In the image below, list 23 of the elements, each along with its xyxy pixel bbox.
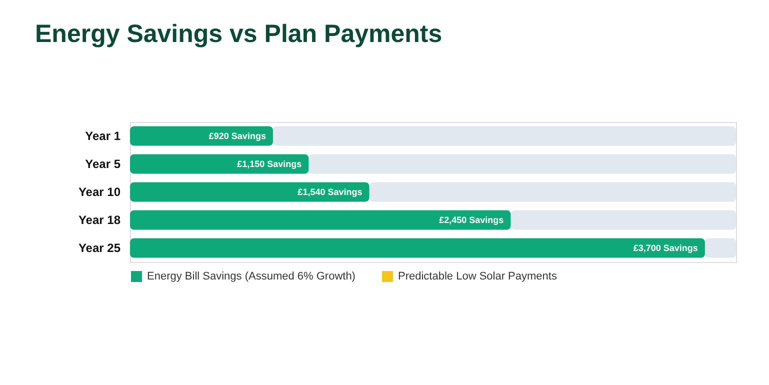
bar — [130, 182, 370, 202]
y-tick-label: Year 25 — [78, 241, 121, 255]
bar — [130, 210, 511, 230]
y-tick-label: Year 1 — [85, 129, 121, 143]
bar — [272, 126, 736, 146]
data-label: £1,540 Savings — [298, 187, 362, 197]
data-label: £2,450 Savings — [439, 215, 504, 225]
bar — [369, 182, 736, 202]
bar — [130, 154, 309, 174]
bar — [510, 210, 736, 230]
bar — [130, 238, 705, 258]
legend-label: Predictable Low Solar Payments — [398, 270, 558, 283]
y-tick-label: Year 10 — [78, 185, 121, 199]
data-label: £3,700 Savings — [633, 243, 698, 253]
y-tick-label: Year 18 — [78, 213, 121, 227]
chart-title: Energy Savings vs Plan Payments — [35, 20, 442, 48]
data-label: £920 Savings — [208, 131, 266, 141]
bar — [704, 238, 736, 258]
bar — [308, 154, 736, 174]
data-label: £1,150 Savings — [237, 159, 302, 169]
legend-label: Energy Bill Savings (Assumed 6% Growth) — [147, 270, 356, 283]
y-tick-label: Year 5 — [85, 157, 121, 171]
bar — [130, 126, 273, 146]
